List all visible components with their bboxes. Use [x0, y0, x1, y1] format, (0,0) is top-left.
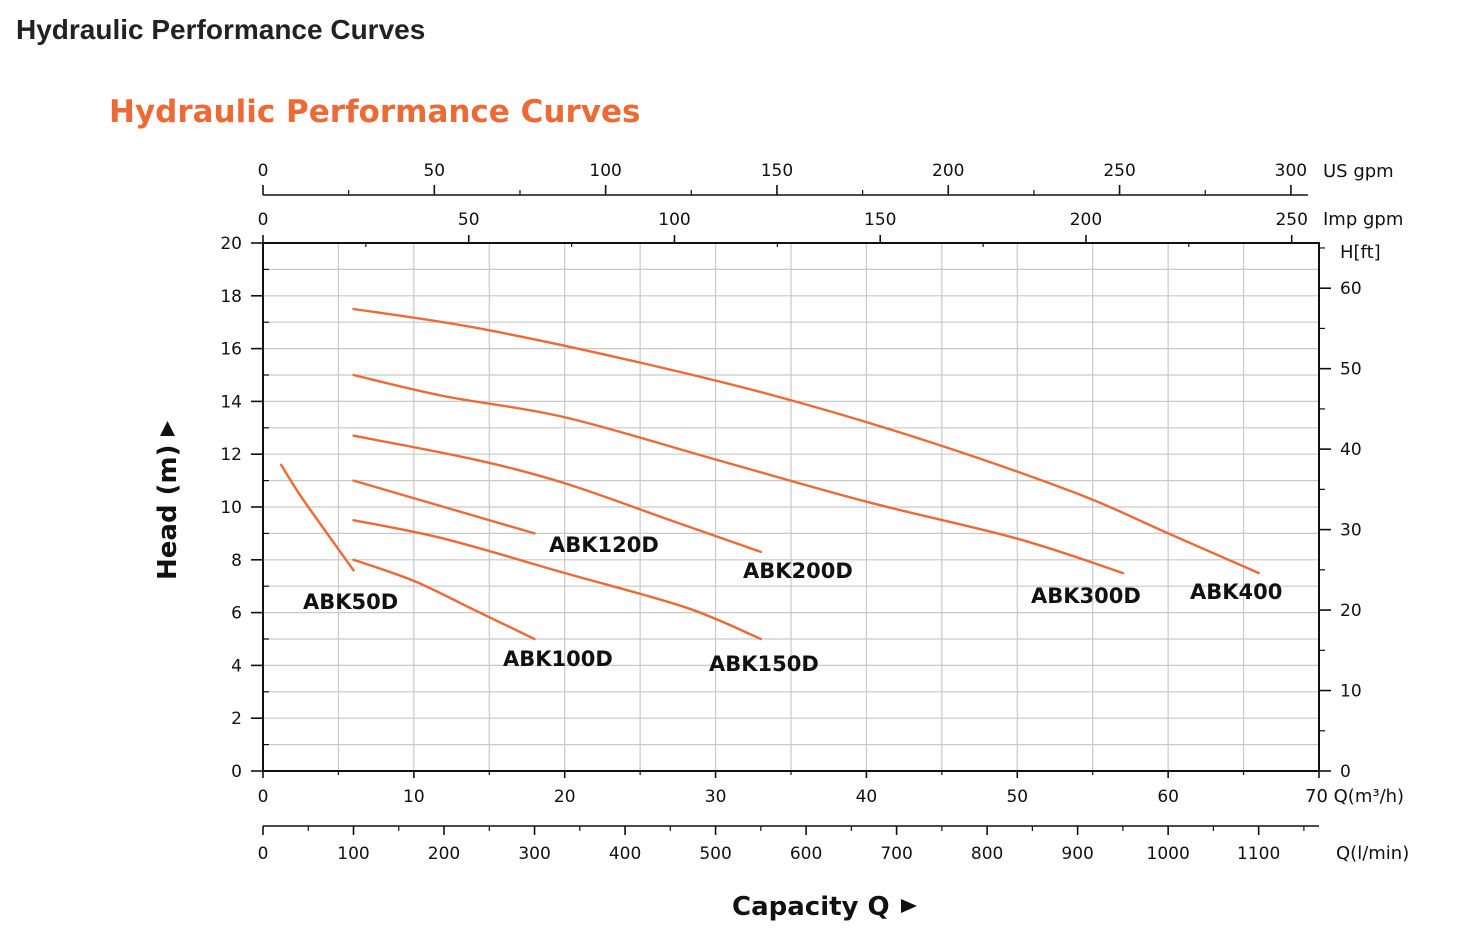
tick-label-q-lmin: 600 [790, 844, 822, 864]
tick-label-q-lmin: 900 [1061, 844, 1093, 864]
curve-abk120d [352, 479, 536, 535]
tick-label-us-gpm: 250 [1103, 161, 1135, 181]
curve-label-abk150d: ABK150D [709, 652, 819, 676]
curve-abk100d [352, 558, 536, 641]
curve-label-abk400: ABK400 [1190, 580, 1282, 604]
tick-label-q-lmin: 300 [518, 844, 550, 864]
tick-label-head-m: 0 [231, 762, 242, 782]
tick-label-head-m: 4 [231, 656, 242, 676]
curves-layer [279, 307, 1260, 641]
grid-layer [263, 243, 1319, 771]
tick-label-head-m: 6 [231, 604, 242, 624]
curve-label-abk50d: ABK50D [303, 590, 398, 614]
tick-label-q-m3h: 30 [705, 787, 727, 807]
x-axis-title: Capacity Q [732, 892, 890, 922]
unit-label-head-ft: H[ft] [1340, 242, 1381, 263]
tick-label-q-lmin: 400 [609, 844, 641, 864]
tick-label-head-m: 20 [220, 234, 242, 254]
curve-label-abk120d: ABK120D [549, 533, 659, 557]
unit-label-q-lmin: Q(l/min) [1336, 843, 1409, 864]
curve-abk150d [352, 519, 763, 641]
y-axis-arrow-icon [160, 421, 175, 436]
y-axis-title: Head (m) [153, 445, 183, 580]
tick-label-head-ft: 50 [1340, 360, 1362, 380]
tick-label-imp-gpm: 200 [1070, 210, 1102, 230]
tick-label-q-m3h: 10 [403, 787, 425, 807]
tick-label-imp-gpm: 150 [864, 210, 896, 230]
tick-label-imp-gpm: 250 [1275, 210, 1307, 230]
unit-label-us-gpm: US gpm [1323, 161, 1394, 182]
curve-abk300d [352, 373, 1125, 575]
unit-label-imp-gpm: Imp gpm [1323, 209, 1403, 230]
tick-label-head-ft: 30 [1340, 521, 1362, 541]
curve-label-abk200d: ABK200D [743, 559, 853, 583]
tick-label-q-m3h: 60 [1157, 787, 1179, 807]
tick-label-imp-gpm: 0 [258, 210, 269, 230]
curve-abk50d [279, 463, 355, 572]
tick-label-us-gpm: 0 [258, 161, 269, 181]
page-heading: Hydraulic Performance Curves [16, 14, 426, 45]
tick-label-q-lmin: 100 [337, 844, 369, 864]
tick-label-us-gpm: 100 [589, 161, 621, 181]
unit-label-q-m3h: 70 Q(m³/h) [1305, 786, 1404, 807]
tick-label-q-lmin: 1000 [1147, 844, 1190, 864]
tick-label-head-m: 8 [231, 551, 242, 571]
tick-label-us-gpm: 150 [761, 161, 793, 181]
curve-abk200d [352, 434, 763, 554]
tick-label-head-m: 16 [220, 340, 242, 360]
tick-label-q-m3h: 40 [856, 787, 878, 807]
tick-label-head-ft: 40 [1340, 440, 1362, 460]
labels-layer: 0 10 20 30 40 50 60 70 Q(m³/h)0 100 200 300 400 500 6… [153, 161, 1409, 922]
tick-label-q-lmin: 700 [880, 844, 912, 864]
tick-label-head-m: 12 [220, 445, 242, 465]
tick-label-q-m3h: 0 [258, 787, 269, 807]
tick-label-us-gpm: 300 [1275, 161, 1307, 181]
curve-abk400 [352, 307, 1260, 575]
tick-label-head-m: 14 [220, 392, 242, 412]
tick-label-q-lmin: 800 [971, 844, 1003, 864]
tick-label-us-gpm: 50 [423, 161, 445, 181]
curve-labels-layer: ABK50D ABK100D ABK120D ABK150D ABK200D ABK300… [303, 533, 1282, 676]
axes-layer [160, 185, 1331, 913]
tick-label-head-ft: 0 [1340, 762, 1351, 782]
tick-label-head-m: 18 [220, 287, 242, 307]
tick-label-head-ft: 20 [1340, 601, 1362, 621]
tick-label-q-lmin: 1100 [1237, 844, 1280, 864]
curve-label-abk300d: ABK300D [1031, 584, 1141, 608]
tick-label-head-m: 10 [220, 498, 242, 518]
tick-label-imp-gpm: 50 [458, 210, 480, 230]
tick-label-head-m: 2 [231, 709, 242, 729]
x-axis-arrow-icon [901, 899, 917, 913]
curve-label-abk100d: ABK100D [503, 647, 613, 671]
tick-label-head-ft: 60 [1340, 279, 1362, 299]
tick-label-q-m3h: 20 [554, 787, 576, 807]
tick-label-q-lmin: 0 [258, 844, 269, 864]
tick-label-q-m3h: 50 [1006, 787, 1028, 807]
tick-label-imp-gpm: 100 [658, 210, 690, 230]
chart-title: Hydraulic Performance Curves [109, 94, 640, 130]
tick-label-q-lmin: 500 [699, 844, 731, 864]
tick-label-head-ft: 10 [1340, 682, 1362, 702]
tick-label-q-lmin: 200 [428, 844, 460, 864]
tick-label-us-gpm: 200 [932, 161, 964, 181]
